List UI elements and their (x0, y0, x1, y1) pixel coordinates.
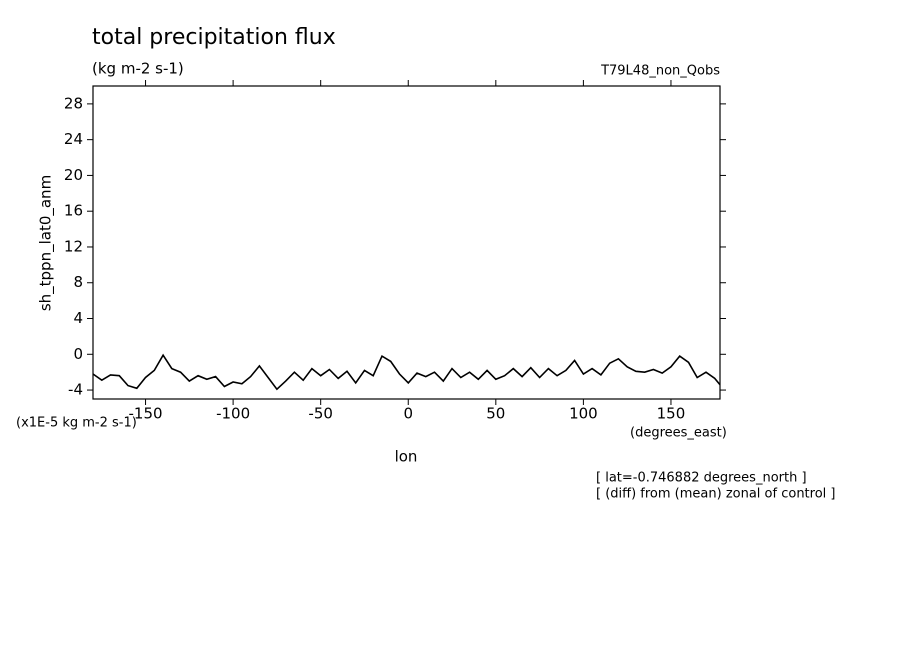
x-axis-label: lon (395, 448, 418, 466)
x-tick-label: -50 (308, 405, 333, 423)
y-tick-label: 28 (64, 94, 83, 112)
y-axis-label: sh_tppn_lat0_anm (37, 175, 56, 311)
x-tick-label: -100 (216, 405, 250, 423)
x-tick-label: -150 (129, 405, 163, 423)
x-units: (degrees_east) (630, 426, 727, 441)
y-tick-label: 0 (73, 345, 83, 363)
x-tick-label: 50 (486, 405, 505, 423)
y-tick-label: -4 (68, 381, 83, 399)
data-line (92, 353, 721, 391)
x-tick-label: 100 (569, 405, 598, 423)
chart-title: total precipitation flux (92, 25, 336, 50)
y-tick-label: 4 (73, 309, 83, 327)
y-tick-label: 24 (64, 130, 83, 148)
note: [ lat=-0.746882 degrees_north ] (596, 471, 807, 486)
y-tick-label: 16 (64, 202, 83, 220)
chart-subtitle: (kg m-2 s-1) (92, 60, 184, 78)
x-tick-label: 150 (657, 405, 686, 423)
dataset-label: T79L48_non_Qobs (600, 64, 720, 79)
y-tick-label: 20 (64, 166, 83, 184)
y-units: (x1E-5 kg m-2 s-1) (16, 416, 137, 431)
note: [ (diff) from (mean) zonal of control ] (596, 487, 835, 502)
x-tick-label: 0 (403, 405, 413, 423)
plot-frame (92, 85, 721, 400)
y-tick-label: 8 (73, 273, 83, 291)
y-tick-label: 12 (64, 237, 83, 255)
